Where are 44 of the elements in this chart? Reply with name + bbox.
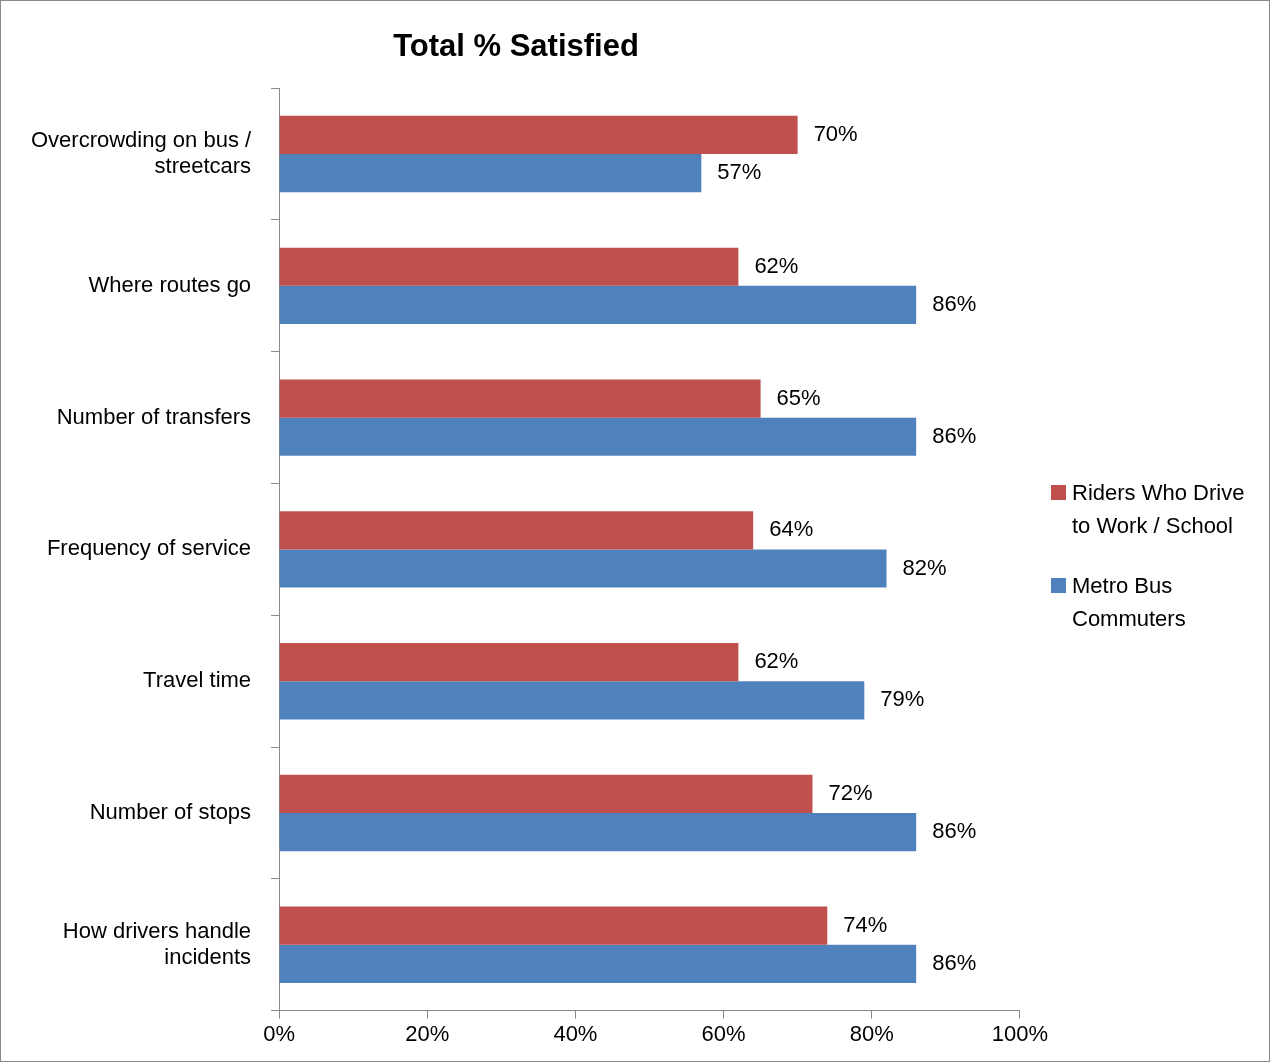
data-label: 86% (932, 818, 977, 844)
bar (279, 154, 702, 193)
data-label: 72% (828, 779, 873, 805)
x-tick-label: 0% (263, 1020, 296, 1046)
x-tick-label: 100% (991, 1020, 1049, 1046)
x-tick-label: 60% (701, 1020, 746, 1046)
bar (279, 944, 917, 983)
data-label: 62% (754, 648, 799, 674)
data-label: 82% (902, 554, 947, 580)
bar (279, 642, 739, 682)
bar (279, 511, 754, 550)
data-label: 64% (769, 516, 814, 542)
y-tick-label: Where routes go (88, 271, 252, 297)
y-tick-label: Travel time (143, 667, 252, 693)
bar (279, 774, 813, 813)
data-label: 86% (932, 291, 977, 317)
y-tick-label: Number of stops (89, 799, 252, 825)
bar (279, 285, 917, 325)
x-tick-label: 20% (405, 1020, 450, 1046)
bar (279, 115, 798, 155)
bar (279, 247, 739, 286)
data-label: 65% (776, 384, 821, 410)
bar (279, 812, 917, 852)
legend-label: Metro Bus Commuters (1072, 572, 1187, 633)
data-label: 86% (932, 949, 977, 975)
y-tick-label: Number of transfers (56, 403, 252, 429)
x-tick-label: 80% (849, 1020, 894, 1046)
bar (279, 549, 887, 588)
y-tick-label: How drivers handle incidents (62, 917, 252, 969)
data-label: 79% (880, 686, 925, 712)
y-tick-label: Overcrowding on bus / streetcars (31, 126, 252, 179)
data-label: 74% (843, 911, 888, 937)
chart-title: Total % Satisfied (393, 28, 639, 64)
data-label: 57% (717, 159, 762, 185)
bar (279, 417, 917, 456)
y-tick-label: Frequency of service (46, 535, 252, 561)
bar (279, 906, 828, 945)
legend-label: Riders Who Drive to Work / School (1072, 479, 1246, 540)
data-label: 70% (813, 121, 858, 147)
bar (279, 379, 761, 418)
data-label: 62% (754, 252, 799, 278)
bar (279, 681, 865, 720)
x-tick-label: 40% (553, 1020, 598, 1046)
data-label: 86% (932, 422, 977, 448)
